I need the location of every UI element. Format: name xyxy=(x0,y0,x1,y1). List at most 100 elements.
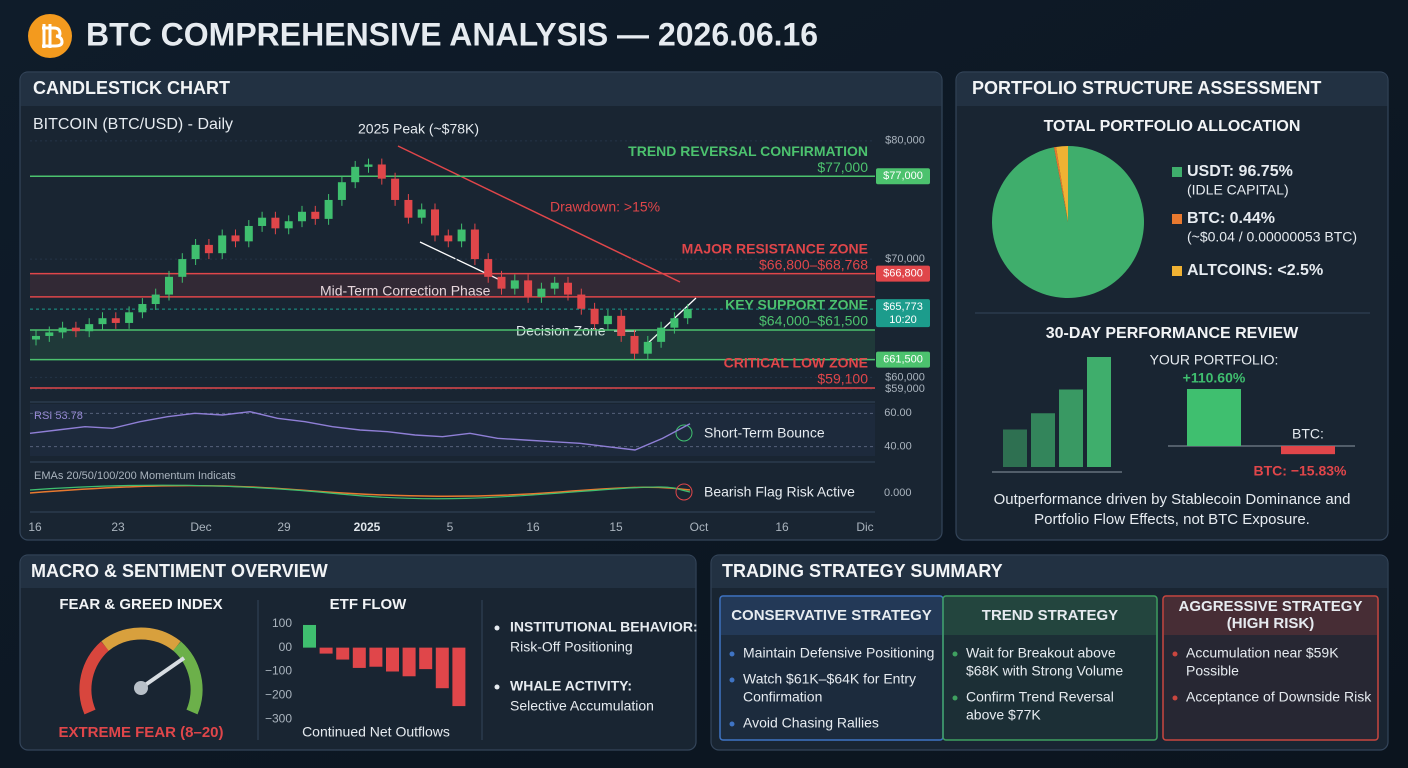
bullet-title: INSTITUTIONAL BEHAVIOR: xyxy=(510,619,698,635)
bar xyxy=(452,647,466,707)
bar-category: YOUR PORTFOLIO: xyxy=(1150,352,1279,368)
candle-body xyxy=(484,259,493,277)
gauge-arc xyxy=(172,641,203,715)
bar xyxy=(386,647,399,672)
candle-body xyxy=(204,244,213,254)
gauge-title: FEAR & GREED INDEX xyxy=(59,596,222,613)
pie-slice xyxy=(1056,146,1068,222)
y-tick-label: $80,000 xyxy=(885,135,925,147)
candle-body xyxy=(138,304,147,313)
level-price: $59,100 xyxy=(817,371,868,387)
price-tag-label: 661,500 xyxy=(883,354,923,366)
gauge-hub xyxy=(134,681,148,695)
level-price: $66,800–$68,768 xyxy=(759,256,868,272)
y-tick-label: $59,000 xyxy=(885,383,925,395)
candle-body xyxy=(311,211,320,219)
etf-note: Continued Net Outflows xyxy=(302,724,450,740)
candle-body xyxy=(524,280,533,297)
panel-title: PORTFOLIO STRUCTURE ASSESSMENT xyxy=(972,78,1321,98)
candle-body xyxy=(151,294,160,305)
candle-body xyxy=(165,276,173,295)
chart-subtitle: BITCOIN (BTC/USD) - Daily xyxy=(33,116,233,133)
ema-zero: 0.000 xyxy=(884,487,912,499)
x-tick-label: Dec xyxy=(190,520,211,534)
bullet xyxy=(1172,651,1178,657)
candle-body xyxy=(71,327,80,332)
perf-title: 30-DAY PERFORMANCE REVIEW xyxy=(1046,325,1299,342)
annotation: Mid-Term Correction Phase xyxy=(320,283,491,299)
bullet xyxy=(952,695,958,701)
zone-band xyxy=(30,273,875,297)
rsi-tick-label: 60.00 xyxy=(884,407,912,419)
gauge-label: EXTREME FEAR (8–20) xyxy=(58,724,223,741)
strategy-header xyxy=(1164,597,1377,635)
level-price: $64,000–$61,500 xyxy=(759,313,868,329)
rsi-pane xyxy=(30,404,875,456)
bar xyxy=(402,647,416,677)
legend-sublabel: (IDLE CAPITAL) xyxy=(1187,182,1289,198)
bullet xyxy=(494,625,500,631)
candle-body xyxy=(617,315,626,336)
x-tick-label: Dic xyxy=(856,520,873,534)
strategy-item: Confirmation xyxy=(743,689,822,705)
gauge-arc xyxy=(101,627,181,651)
panel-title: TRADING STRATEGY SUMMARY xyxy=(722,561,1003,581)
candle-body xyxy=(58,327,67,333)
y-tick-label: −100 xyxy=(265,664,292,678)
annotation: Short-Term Bounce xyxy=(704,425,825,441)
bar xyxy=(419,647,433,670)
bar xyxy=(303,624,316,648)
candle-body xyxy=(577,294,586,309)
price-tag-label: $65,773 xyxy=(883,301,923,313)
bullet xyxy=(494,684,500,690)
strategy-item: Avoid Chasing Rallies xyxy=(743,715,879,731)
x-tick-label: 16 xyxy=(775,520,789,534)
strategy-item: Wait for Breakout above xyxy=(966,645,1116,661)
note: Portfolio Flow Effects, not BTC Exposure… xyxy=(1034,511,1310,528)
candle-body xyxy=(218,235,227,254)
ema-label: EMAs 20/50/100/200 Momentum Indicats xyxy=(34,470,236,482)
candle-body xyxy=(431,209,439,236)
candle-body xyxy=(364,164,373,167)
candle-body xyxy=(603,315,612,325)
candle-body xyxy=(284,221,293,229)
candle-body xyxy=(630,335,639,354)
bar xyxy=(1031,413,1055,467)
candle-body xyxy=(510,280,519,289)
bullet xyxy=(729,677,735,683)
strategy-item: Acceptance of Downside Risk xyxy=(1186,689,1372,705)
bullet xyxy=(729,651,735,657)
level-label: KEY SUPPORT ZONE xyxy=(725,297,868,313)
price-tag xyxy=(876,351,930,368)
strategy-title: TREND STRATEGY xyxy=(982,607,1118,624)
candle-body xyxy=(85,324,94,332)
strategy-box xyxy=(942,595,1158,741)
bar xyxy=(1281,446,1335,455)
x-tick-label: 5 xyxy=(447,520,454,534)
bar xyxy=(319,647,333,654)
y-tick-label: $60,000 xyxy=(885,371,925,383)
legend-label: USDT: 96.75% xyxy=(1187,163,1293,180)
bar xyxy=(369,647,383,667)
legend-swatch xyxy=(1172,214,1182,224)
y-tick-label: −300 xyxy=(265,711,292,725)
legend-swatch xyxy=(1172,167,1182,177)
drawdown-line xyxy=(397,145,681,283)
candle-body xyxy=(258,217,267,226)
bar xyxy=(435,647,449,689)
zone-band xyxy=(30,330,875,360)
strategy-header xyxy=(944,597,1156,635)
strategy-item: Possible xyxy=(1186,663,1239,679)
price-tag xyxy=(876,299,930,328)
etf-title: ETF FLOW xyxy=(330,596,407,613)
candle-body xyxy=(337,182,346,200)
candle-body xyxy=(683,309,692,319)
price-tag xyxy=(876,265,930,282)
price-tag-time: 10:20 xyxy=(889,314,917,326)
x-tick-label: 29 xyxy=(277,520,291,534)
y-tick-label: 100 xyxy=(272,616,292,630)
strategy-title: (HIGH RISK) xyxy=(1227,615,1315,632)
panel-title: MACRO & SENTIMENT OVERVIEW xyxy=(31,561,328,581)
bar xyxy=(1187,389,1241,446)
candle-body xyxy=(537,288,546,297)
